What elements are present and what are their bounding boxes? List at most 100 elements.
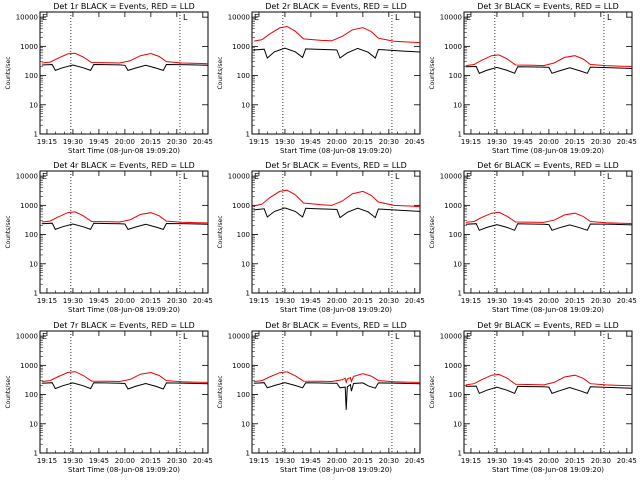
x-tick-label: 20:30 [379,297,399,305]
plot-frame [251,11,421,135]
x-tick-label: 19:30 [487,297,507,305]
series-line-events [465,385,633,395]
x-axis-label: Start Time (08-Jun-08 19:09:20) [68,306,180,314]
y-tick-label: 10000 [16,14,38,22]
series-line-lld [41,371,209,383]
x-tick-label: 20:15 [565,457,585,465]
plot-frame [463,11,633,135]
series-line-lld [253,189,421,208]
panel-title: Det 1r BLACK = Events, RED = LLD [53,2,195,11]
x-axis-label: Start Time (08-Jun-08 19:09:20) [492,147,604,155]
x-axis-label: Start Time (08-Jun-08 19:09:20) [68,147,180,155]
corner-mark-l: L [183,332,188,341]
x-tick-label: 19:45 [301,297,321,305]
x-axis-label: Start Time (08-Jun-08 19:09:20) [68,466,180,474]
x-tick-label: 20:45 [193,138,213,146]
x-tick-label: 19:15 [249,297,269,305]
x-tick-label: 20:45 [193,457,213,465]
series-line-lld [465,373,633,387]
panel-title: Det 6r BLACK = Events, RED = LLD [477,161,619,170]
x-tick-label: 19:30 [275,297,295,305]
x-axis-label: Start Time (08-Jun-08 19:09:20) [280,147,392,155]
x-tick-label: 19:45 [89,138,109,146]
x-tick-label: 20:00 [327,297,347,305]
y-tick-label: 100 [25,391,38,399]
panel-title: Det 7r BLACK = Events, RED = LLD [53,321,195,330]
x-tick-label: 20:30 [167,138,187,146]
y-tick-label: 10 [29,420,38,428]
y-tick-label: 100 [449,231,462,239]
corner-mark-l: L [395,13,400,22]
x-tick-label: 20:45 [617,457,637,465]
y-tick-label: 10000 [440,14,462,22]
corner-mark-l: L [395,332,400,341]
x-tick-label: 19:30 [487,457,507,465]
x-tick-label: 20:15 [565,297,585,305]
x-tick-label: 19:45 [513,297,533,305]
x-tick-label: 20:30 [167,457,187,465]
y-tick-label: 100 [25,231,38,239]
x-tick-label: 20:30 [591,297,611,305]
y-tick-label: 10000 [440,333,462,341]
x-tick-label: 19:45 [301,138,321,146]
y-tick-label: 10 [453,420,462,428]
panel-title: Det 3r BLACK = Events, RED = LLD [477,2,619,11]
y-tick-label: 10000 [228,333,250,341]
y-tick-label: 10000 [16,173,38,181]
x-tick-label: 19:15 [249,457,269,465]
plot-frame [463,170,633,294]
corner-mark-l: L [607,172,612,181]
y-tick-label: 10 [453,260,462,268]
x-tick-label: 19:30 [63,138,83,146]
x-tick-label: 19:45 [513,457,533,465]
x-tick-label: 19:45 [89,297,109,305]
x-axis-label: Start Time (08-Jun-08 19:09:20) [492,306,604,314]
y-tick-label: 1 [246,290,250,298]
x-tick-label: 20:00 [115,297,135,305]
y-tick-label: 10000 [228,14,250,22]
x-tick-label: 20:00 [115,138,135,146]
y-tick-label: 100 [237,391,250,399]
y-tick-label: 100 [449,72,462,80]
plot-frame [39,170,209,294]
y-tick-label: 1000 [20,43,38,51]
x-tick-label: 20:00 [327,457,347,465]
corner-mark-l: L [395,172,400,181]
y-tick-label: 10 [453,101,462,109]
x-tick-label: 19:15 [461,138,481,146]
series-line-lld [465,54,633,67]
series-line-events [41,63,209,72]
plot-frame [39,330,209,454]
x-tick-label: 19:30 [63,297,83,305]
detector-panel-6: Det 6r BLACK = Events, RED = LLDEL19:151… [429,161,637,314]
x-tick-label: 19:30 [275,138,295,146]
y-axis-label: Counts/sec [217,56,224,89]
y-tick-label: 1000 [232,43,250,51]
y-tick-label: 10 [29,101,38,109]
detector-panel-5: Det 5r BLACK = Events, RED = LLDEL19:151… [217,161,425,314]
x-tick-label: 20:15 [353,297,373,305]
y-tick-label: 100 [449,391,462,399]
x-tick-label: 19:45 [301,457,321,465]
x-tick-label: 20:15 [141,297,161,305]
x-axis-label: Start Time (08-Jun-08 19:09:20) [492,466,604,474]
series-line-events [253,47,421,59]
x-tick-label: 20:45 [405,457,425,465]
y-tick-label: 10 [29,260,38,268]
x-tick-label: 19:30 [275,457,295,465]
y-tick-label: 10000 [16,333,38,341]
y-tick-label: 1 [34,450,38,458]
x-tick-label: 19:15 [461,297,481,305]
y-tick-label: 1 [246,131,250,139]
x-tick-label: 19:30 [63,457,83,465]
x-tick-label: 20:30 [167,297,187,305]
panel-title: Det 8r BLACK = Events, RED = LLD [265,321,407,330]
series-line-events [41,382,209,390]
corner-mark-l: L [607,332,612,341]
y-tick-label: 1 [34,131,38,139]
series-line-lld [253,371,421,385]
x-tick-label: 19:45 [513,138,533,146]
x-tick-label: 19:15 [461,457,481,465]
panel-title: Det 5r BLACK = Events, RED = LLD [265,161,407,170]
